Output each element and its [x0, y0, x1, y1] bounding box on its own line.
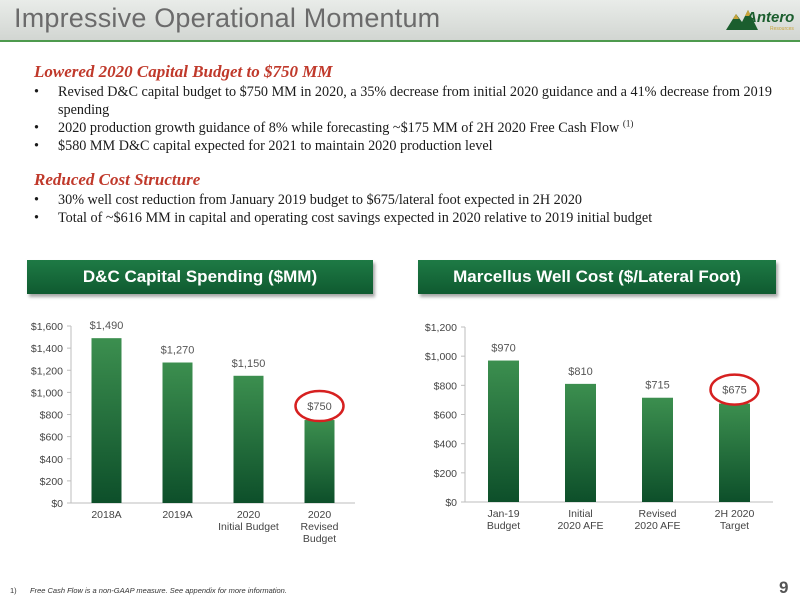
section-heading-capital-budget: Lowered 2020 Capital Budget to $750 MM — [34, 62, 333, 81]
bar — [565, 383, 596, 502]
cost-structure-bullet-list: 30% well cost reduction from January 201… — [34, 191, 774, 227]
y-tick-label: $1,000 — [31, 387, 63, 399]
category-label: Initial — [568, 508, 593, 520]
bullet-item: 2020 production growth guidance of 8% wh… — [34, 119, 774, 137]
y-tick-label: $0 — [445, 497, 457, 509]
footnote-number: 1) — [10, 586, 17, 595]
data-label: $1,490 — [90, 320, 124, 332]
y-tick-label: $1,200 — [31, 365, 63, 377]
bullet-item: 30% well cost reduction from January 201… — [34, 191, 774, 209]
header-band — [0, 0, 800, 40]
category-label: 2019A — [162, 509, 192, 521]
chart-title-dc-capital: D&C Capital Spending ($MM) — [27, 260, 373, 294]
data-label: $750 — [307, 401, 331, 413]
category-label: 2020 — [308, 509, 332, 521]
highlight-circle — [294, 389, 345, 423]
logo-text: Antero — [746, 9, 795, 26]
bar — [162, 362, 193, 503]
section-heading-cost-structure: Reduced Cost Structure — [34, 170, 201, 189]
bar — [719, 403, 750, 502]
y-tick-label: $800 — [434, 380, 458, 392]
category-label: 2020 — [237, 509, 261, 521]
y-tick-label: $1,000 — [425, 351, 457, 363]
highlight-circle — [709, 373, 760, 406]
y-tick-label: $1,600 — [31, 321, 63, 333]
y-tick-label: $1,200 — [425, 322, 457, 334]
bar — [488, 360, 519, 502]
marcellus-well-cost-chart: $0 $200 $400 $600 $800 $1,000 $1,200 $970 Jan-19… — [425, 322, 773, 532]
category-label: Budget — [487, 520, 520, 532]
category-label: Revised — [639, 508, 677, 520]
y-tick-label: $200 — [40, 476, 64, 488]
y-tick-label: $400 — [40, 454, 64, 466]
logo-subtext: Resources — [770, 26, 794, 32]
dc-capital-spending-chart: $0 $200 $400 $600 $800 $1,000 $1,200 $1,400 $1,6… — [31, 320, 355, 545]
data-label: $970 — [491, 343, 515, 355]
category-label: 2H 2020 — [715, 508, 755, 520]
y-tick-label: $200 — [434, 468, 458, 480]
category-label: Target — [720, 520, 749, 532]
slide-title: Impressive Operational Momentum — [14, 3, 441, 33]
data-label: $715 — [645, 380, 669, 392]
data-label: $1,150 — [232, 358, 266, 370]
category-label: Budget — [303, 533, 336, 545]
y-tick-label: $600 — [434, 410, 458, 422]
category-label: Initial Budget — [218, 521, 279, 533]
category-label: Revised — [301, 521, 339, 533]
bullet-item: $580 MM D&C capital expected for 2021 to… — [34, 137, 774, 155]
antero-logo-icon — [726, 10, 758, 30]
footnote: 1) Free Cash Flow is a non-GAAP measure. … — [10, 586, 287, 595]
bar — [642, 397, 673, 502]
bar — [233, 375, 264, 503]
category-label: Jan-19 — [487, 508, 519, 520]
chart-title-well-cost: Marcellus Well Cost ($/Lateral Foot) — [418, 260, 776, 294]
data-label: $810 — [568, 366, 592, 378]
category-label: 2020 AFE — [634, 520, 680, 532]
category-label: 2020 AFE — [557, 520, 603, 532]
y-tick-label: $800 — [40, 410, 64, 422]
capital-budget-bullet-list: Revised D&C capital budget to $750 MM in… — [34, 83, 774, 155]
category-label: 2018A — [91, 509, 121, 521]
page-number: 9 — [779, 578, 789, 597]
footnote-reference: (1) — [622, 118, 634, 129]
bar — [304, 420, 335, 503]
y-tick-label: $400 — [434, 439, 458, 451]
footnote-text: Free Cash Flow is a non-GAAP measure. Se… — [30, 586, 287, 595]
bullet-item: Total of ~$616 MM in capital and operati… — [34, 209, 774, 227]
y-tick-label: $1,400 — [31, 343, 63, 355]
y-tick-label: $0 — [51, 498, 63, 510]
header-rule — [0, 40, 800, 42]
data-label: $675 — [722, 385, 746, 397]
bar — [91, 338, 122, 503]
data-label: $1,270 — [161, 345, 195, 357]
y-tick-label: $600 — [40, 432, 64, 444]
bullet-item: Revised D&C capital budget to $750 MM in… — [34, 83, 774, 119]
